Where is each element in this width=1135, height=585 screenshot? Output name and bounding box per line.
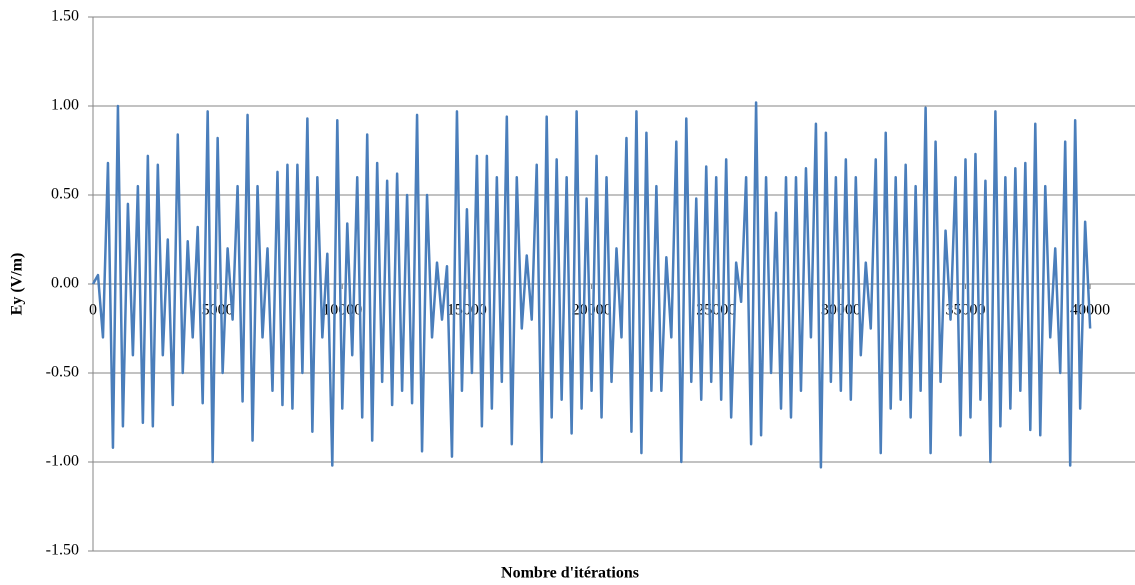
y-tick-label: 1.00 — [51, 97, 79, 114]
y-tick-label: 1.50 — [51, 8, 79, 25]
x-tick-label: 35000 — [945, 302, 985, 319]
x-tick-label: 15000 — [447, 302, 487, 319]
y-tick-label: -1.50 — [46, 542, 79, 559]
y-tick-label: -0.50 — [46, 364, 79, 381]
x-axis-title: Nombre d'itérations — [501, 565, 639, 582]
x-tick-label: 20000 — [572, 302, 612, 319]
y-tick-label: 0.50 — [51, 186, 79, 203]
y-axis-title: Ey (V/m) — [9, 253, 26, 316]
x-tick-label: 30000 — [821, 302, 861, 319]
x-tick-label: 5000 — [202, 302, 234, 319]
y-tick-label: 0.00 — [51, 275, 79, 292]
x-tick-label: 0 — [89, 302, 97, 319]
x-tick-label: 25000 — [696, 302, 736, 319]
data-line — [91, 101, 1092, 469]
y-tick-label: -1.00 — [46, 453, 79, 470]
